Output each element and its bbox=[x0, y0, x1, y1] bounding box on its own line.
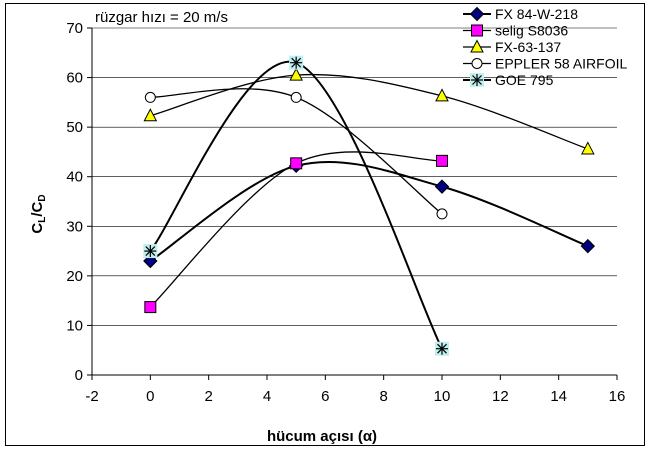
legend-item: FX 84-W-218 bbox=[463, 6, 578, 22]
x-tick-label: 4 bbox=[263, 388, 271, 405]
asterisk-marker-stroke bbox=[145, 246, 156, 256]
series-layer bbox=[143, 55, 596, 356]
data-point bbox=[143, 108, 158, 122]
y-axis-title-slash: / bbox=[29, 212, 46, 217]
y-tick-label: 30 bbox=[66, 218, 83, 235]
data-point bbox=[580, 238, 596, 254]
data-point bbox=[436, 208, 448, 220]
x-axis-title: hücum açısı (α) bbox=[267, 428, 377, 445]
legend-label: EPPLER 58 AIRFOIL bbox=[495, 56, 627, 72]
series-line bbox=[150, 73, 589, 150]
series-4 bbox=[144, 88, 448, 220]
y-axis-title-c2: C bbox=[29, 201, 46, 212]
legend-marker bbox=[471, 58, 483, 69]
asterisk-marker-stroke bbox=[472, 75, 482, 85]
legend-marker bbox=[470, 39, 484, 53]
data-point bbox=[434, 179, 450, 194]
wind-speed-annotation: rüzgar hızı = 20 m/s bbox=[95, 9, 228, 26]
svg-text:CL/CD: CL/CD bbox=[29, 194, 48, 233]
x-tick-label: 16 bbox=[609, 388, 626, 405]
y-axis-title: CL/CD bbox=[29, 194, 48, 233]
y-axis-title-sub-l: L bbox=[37, 217, 48, 223]
y-tick-label: 70 bbox=[66, 20, 83, 37]
x-tick-label: 10 bbox=[434, 388, 451, 405]
data-point bbox=[143, 244, 158, 259]
legend-label: GOE 795 bbox=[495, 72, 554, 88]
data-point bbox=[289, 67, 303, 81]
legend-item: GOE 795 bbox=[463, 72, 554, 88]
x-tick-label: 2 bbox=[204, 388, 212, 405]
y-axis-title-c1: C bbox=[29, 223, 46, 234]
x-tick-label: 8 bbox=[379, 388, 387, 405]
legend-label: FX 84-W-218 bbox=[495, 6, 578, 22]
legend-item: selig S8036 bbox=[463, 23, 568, 39]
data-point bbox=[290, 157, 303, 170]
y-tick-label: 20 bbox=[66, 268, 83, 285]
data-point bbox=[144, 91, 156, 103]
legend-marker bbox=[469, 6, 485, 22]
y-axis-title-sub-d: D bbox=[37, 194, 48, 201]
series-2 bbox=[144, 151, 448, 314]
legend-item: EPPLER 58 AIRFOIL bbox=[463, 56, 627, 72]
series-5 bbox=[143, 55, 449, 356]
y-tick-label: 40 bbox=[66, 169, 83, 186]
legend-marker bbox=[470, 73, 484, 87]
data-point bbox=[290, 91, 302, 103]
legend-marker bbox=[471, 24, 483, 37]
legend-label: selig S8036 bbox=[495, 23, 568, 39]
x-tick-label: 14 bbox=[550, 388, 567, 405]
x-tick-label: 12 bbox=[492, 388, 509, 405]
asterisk-marker-stroke bbox=[291, 57, 302, 68]
asterisk-marker-stroke bbox=[437, 343, 447, 354]
y-tick-label: 0 bbox=[75, 367, 83, 384]
series-3 bbox=[143, 67, 595, 155]
y-tick-label: 10 bbox=[66, 317, 83, 334]
x-tick-label: -2 bbox=[85, 388, 98, 405]
legend-item: FX-63-137 bbox=[463, 39, 561, 55]
x-tick-label: 6 bbox=[321, 388, 329, 405]
y-tick-label: 60 bbox=[66, 70, 83, 87]
data-point bbox=[289, 55, 304, 70]
legend-label: FX-63-137 bbox=[495, 39, 561, 55]
data-point bbox=[436, 154, 448, 167]
series-line bbox=[149, 160, 589, 262]
data-point bbox=[144, 301, 157, 314]
data-point bbox=[581, 141, 595, 155]
y-tick-label: 50 bbox=[66, 119, 83, 136]
x-tick-label: 0 bbox=[146, 388, 154, 405]
data-point bbox=[435, 341, 449, 356]
data-point bbox=[435, 88, 449, 102]
